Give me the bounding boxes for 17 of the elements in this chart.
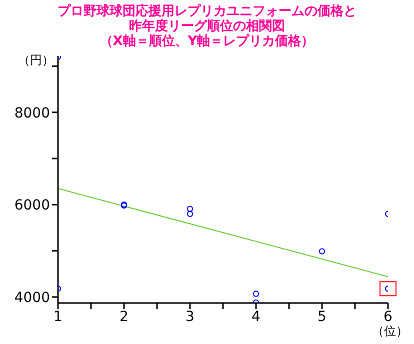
x-tick-label: 5 bbox=[318, 308, 326, 325]
chart-subtitle: （X軸＝順位、Y軸＝レプリカ価格） bbox=[98, 34, 316, 49]
y-tick-label: 8000 bbox=[14, 105, 50, 122]
x-tick-label: 3 bbox=[186, 308, 194, 325]
point bbox=[186, 210, 194, 217]
y-tick-label: 4000 bbox=[14, 290, 50, 306]
point bbox=[186, 206, 194, 212]
x-tick-label: 6 bbox=[384, 308, 393, 325]
point bbox=[252, 290, 260, 297]
x-tick-label: 2 bbox=[120, 308, 128, 325]
point bbox=[318, 248, 326, 254]
x-tick-label: 4 bbox=[252, 308, 261, 325]
y-axis-title: （円） bbox=[18, 52, 54, 69]
x-axis-title: （位） bbox=[372, 323, 408, 340]
y-tick-label: 6000 bbox=[14, 198, 50, 214]
chart-title: プロ野球球団応援用レプリカユニフォームの価格と昨年度リーグ順位の相関図 bbox=[57, 4, 357, 34]
x-tick-label: 1 bbox=[54, 308, 62, 325]
